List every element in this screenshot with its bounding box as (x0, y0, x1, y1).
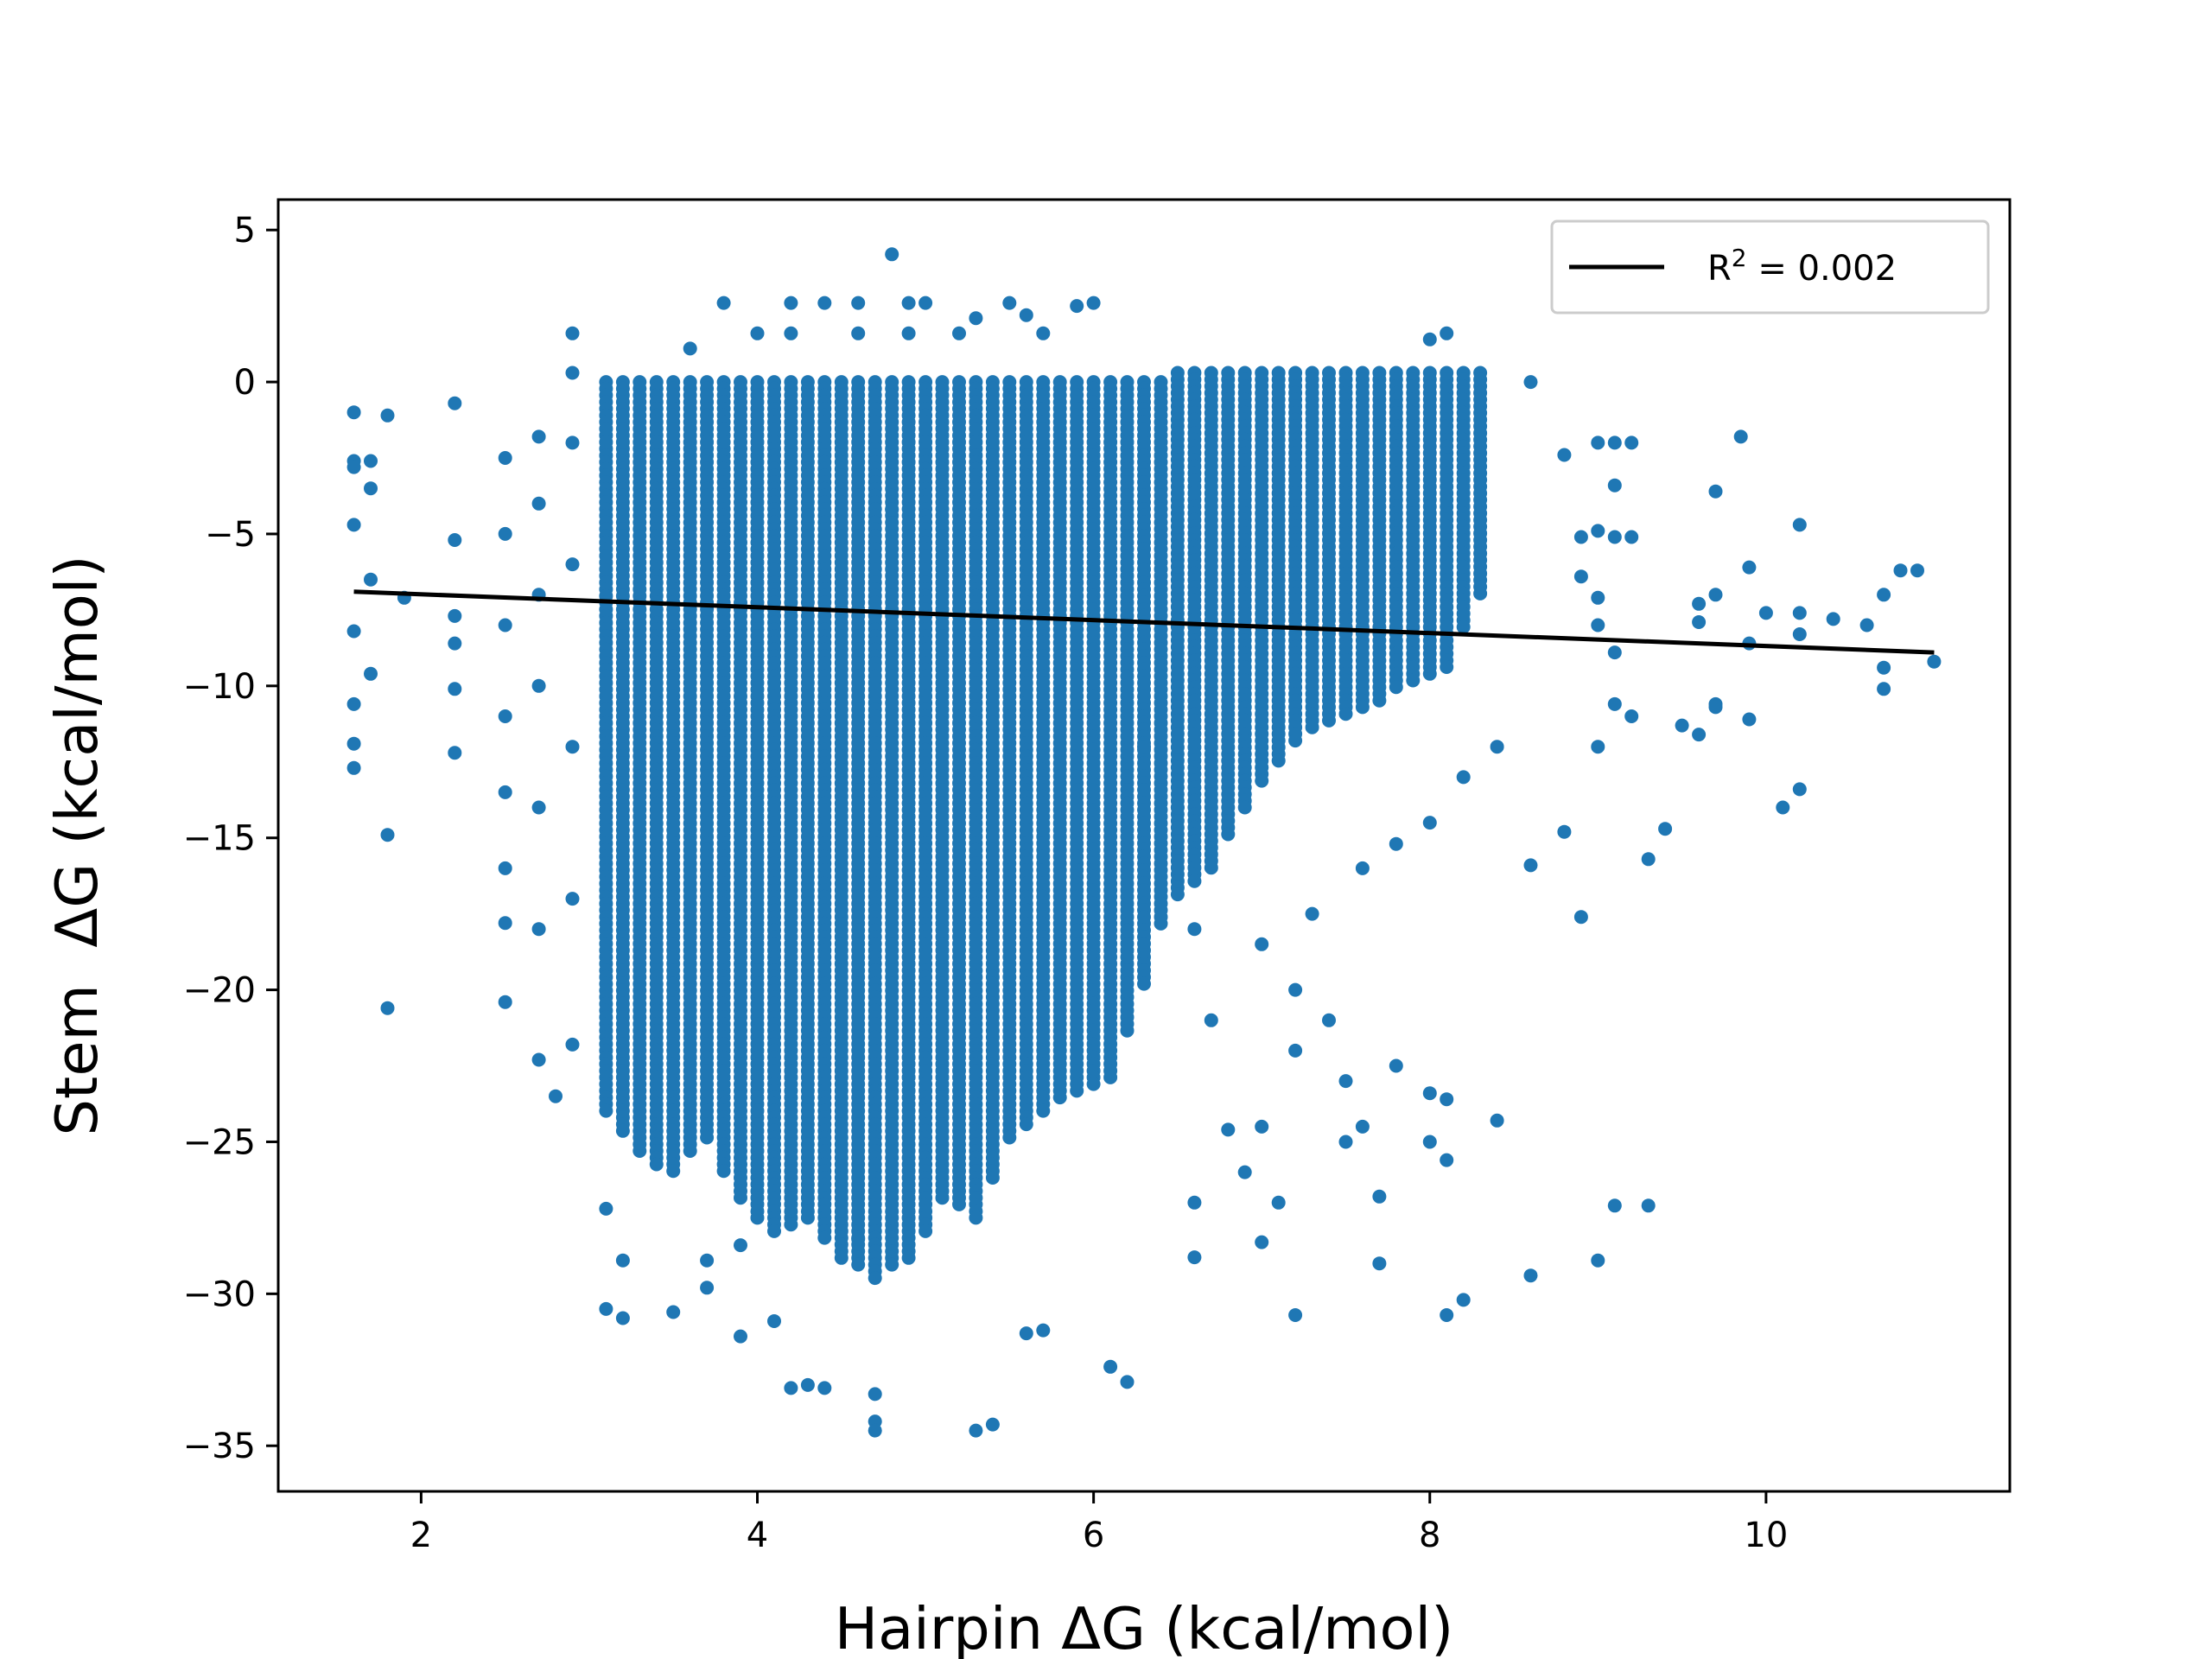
scatter-point (985, 1171, 1000, 1185)
scatter-point (1170, 887, 1185, 902)
scatter-point (935, 1191, 950, 1205)
scatter-point (649, 1157, 664, 1172)
scatter-point (1372, 693, 1387, 708)
scatter-point (716, 1164, 731, 1179)
scatter-point (683, 1144, 697, 1158)
scatter-point (817, 1230, 832, 1245)
scatter-point (1103, 1070, 1118, 1084)
scatter-point (784, 1217, 798, 1232)
scatter-point (868, 1271, 882, 1286)
scatter-point (1305, 720, 1319, 734)
scatter-point (599, 1103, 613, 1118)
scatter-point (800, 1211, 815, 1225)
scatter-point (1338, 707, 1353, 721)
scatter-point (700, 1130, 715, 1145)
scatter-point (1440, 660, 1454, 674)
scatter-point (666, 1164, 681, 1179)
scatter-point (750, 1211, 765, 1225)
scatter-point (1221, 827, 1236, 842)
scatter-point (734, 1191, 747, 1205)
scatter-point (952, 1197, 966, 1211)
scatter-point (1052, 1090, 1067, 1105)
scatter-point (1086, 1077, 1101, 1091)
scatter-point (1019, 1117, 1033, 1132)
scatter-point (1070, 1084, 1084, 1098)
scatter-point (1036, 1103, 1051, 1118)
plot-area (346, 247, 1942, 1438)
scatter-point (1237, 800, 1252, 815)
scatter-point (1271, 753, 1286, 768)
scatter-point (885, 1257, 899, 1272)
scatter-point (1137, 976, 1151, 991)
scatter-point (901, 1250, 916, 1265)
scatter-point (1002, 1130, 1017, 1145)
scatter-point (1255, 773, 1269, 788)
scatter-point (767, 1224, 781, 1238)
scatter-point (918, 1224, 933, 1238)
scatter-points (346, 247, 1942, 1438)
scatter-point (1120, 1023, 1135, 1038)
scatter-point (834, 1250, 849, 1265)
scatter-point (1406, 673, 1421, 688)
scatter-point (969, 1211, 983, 1225)
scatter-point (615, 1123, 630, 1138)
scatter-point (1154, 916, 1168, 931)
scatter-point (1355, 700, 1370, 715)
scatter-point (1187, 874, 1202, 888)
scatter-point (1204, 861, 1218, 875)
scatter-point (1288, 734, 1303, 748)
scatter-point (632, 1144, 647, 1158)
scatter-point (1322, 713, 1336, 728)
scatter-point (851, 1257, 866, 1272)
scatter-point (1389, 680, 1403, 695)
scatter-point (1422, 666, 1437, 681)
